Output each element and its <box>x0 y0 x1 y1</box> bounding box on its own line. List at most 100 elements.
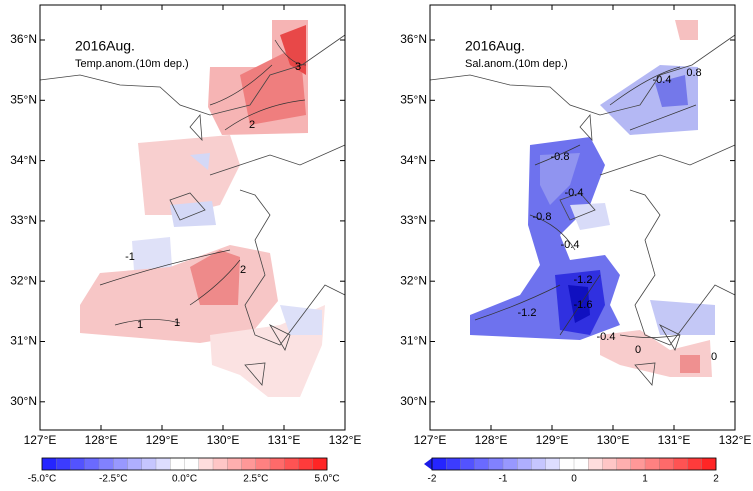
contour-label: 1 <box>137 319 143 331</box>
colorbar-cell <box>298 457 314 471</box>
lat-label: 33°N <box>10 213 37 227</box>
colorbar-label: 2 <box>713 474 719 485</box>
colorbar-cell <box>488 457 504 471</box>
contour-label: 3 <box>295 61 301 73</box>
colorbar-cell <box>141 457 157 471</box>
field <box>655 75 688 107</box>
colorbar-cell <box>573 457 589 471</box>
lon-label: 132°E <box>719 433 752 447</box>
colorbar-label: -2 <box>428 474 437 485</box>
contour-label: 0 <box>635 344 641 356</box>
contour-label: -1.6 <box>574 299 593 311</box>
contour-label: -1.2 <box>574 274 593 286</box>
colorbar-cell <box>312 457 328 471</box>
contour-line <box>474 66 697 338</box>
colorbar-cell <box>41 457 57 471</box>
colorbar-frame <box>431 457 717 471</box>
colorbar-label: -5.0°C <box>28 474 56 485</box>
colorbar-label: -2.5°C <box>99 474 127 485</box>
colorbar-cell <box>284 457 299 471</box>
left-map <box>39 4 346 431</box>
colorbar-cell <box>227 457 242 471</box>
panel-title: 2016Aug. <box>75 38 135 54</box>
colorbar-cell <box>588 457 603 471</box>
right-map <box>429 4 736 431</box>
contour-label: -1.2 <box>518 307 537 319</box>
colorbar-label: 5.0°C <box>314 474 339 485</box>
contour-label: 0.8 <box>686 67 701 79</box>
lon-label: 127°E <box>24 433 57 447</box>
contour-line <box>99 39 307 326</box>
field <box>280 25 306 75</box>
colorbar-cell <box>644 457 660 471</box>
colorbar-cell <box>474 457 490 471</box>
contour-label: -0.4 <box>561 239 580 251</box>
colorbar-cell <box>673 457 689 471</box>
colorbar-cell <box>170 457 185 471</box>
field <box>138 135 240 215</box>
lon-label: 128°E <box>475 433 508 447</box>
colorbar-cell <box>155 457 171 471</box>
lat-label: 32°N <box>10 273 37 287</box>
colorbar-label: -1 <box>499 474 508 485</box>
colorbar-cell <box>502 457 518 471</box>
field <box>190 153 210 170</box>
contour-label: 0 <box>711 351 717 363</box>
field <box>132 237 172 271</box>
field <box>675 20 698 40</box>
lon-label: 131°E <box>658 433 691 447</box>
colorbar-cell <box>701 457 717 471</box>
field <box>540 153 580 205</box>
panel-title: 2016Aug. <box>465 38 525 54</box>
contour-label: -0.8 <box>551 151 570 163</box>
colorbar-cell <box>431 457 447 471</box>
field <box>568 285 590 323</box>
contour-label: -1 <box>125 251 135 263</box>
colorbar-cell <box>184 457 200 471</box>
contour-label: 2 <box>249 119 255 131</box>
lat-label: 33°N <box>400 213 427 227</box>
colorbar-cell <box>559 457 575 471</box>
lat-label: 35°N <box>10 92 37 106</box>
lat-label: 36°N <box>400 32 427 46</box>
colorbar-cell <box>56 457 71 471</box>
colorbar-cell <box>98 457 114 471</box>
lat-label: 30°N <box>10 394 37 408</box>
colorbar-cell <box>545 457 561 471</box>
field <box>240 45 306 125</box>
colorbar-cell <box>255 457 271 471</box>
lat-label: 31°N <box>400 334 427 348</box>
contour-label: 1 <box>174 317 180 329</box>
colorbar-cell <box>113 457 128 471</box>
colorbar-label: 1 <box>642 474 648 485</box>
contour-label: 2 <box>240 264 246 276</box>
coastline <box>429 34 736 386</box>
colorbar-cell <box>70 457 86 471</box>
lon-label: 129°E <box>536 433 569 447</box>
contour-label: -0.4 <box>597 331 616 343</box>
colorbar-label: 0.0°C <box>172 474 197 485</box>
field <box>650 300 715 335</box>
colorbar-cell <box>460 457 476 471</box>
contour-label: -0.8 <box>533 211 552 223</box>
colorbar-cell <box>198 457 214 471</box>
field <box>190 250 240 305</box>
panel-subtitle: Temp.anom.(10m dep.) <box>75 58 189 70</box>
field <box>680 355 700 373</box>
lon-label: 132°E <box>329 433 362 447</box>
lat-label: 30°N <box>400 394 427 408</box>
map-frame <box>39 4 346 431</box>
lon-label: 131°E <box>268 433 301 447</box>
contour-label: -0.4 <box>565 187 584 199</box>
colorbar-cell <box>269 457 285 471</box>
colorbar-cell <box>517 457 532 471</box>
colorbar-cell <box>241 457 257 471</box>
colorbar-label: 2.5°C <box>243 474 268 485</box>
map-frame <box>429 4 736 431</box>
colorbar-cell <box>602 457 618 471</box>
lat-label: 35°N <box>400 92 427 106</box>
colorbar-cell <box>630 457 646 471</box>
colorbar-cell <box>616 457 632 471</box>
colorbar-frame <box>41 457 328 471</box>
